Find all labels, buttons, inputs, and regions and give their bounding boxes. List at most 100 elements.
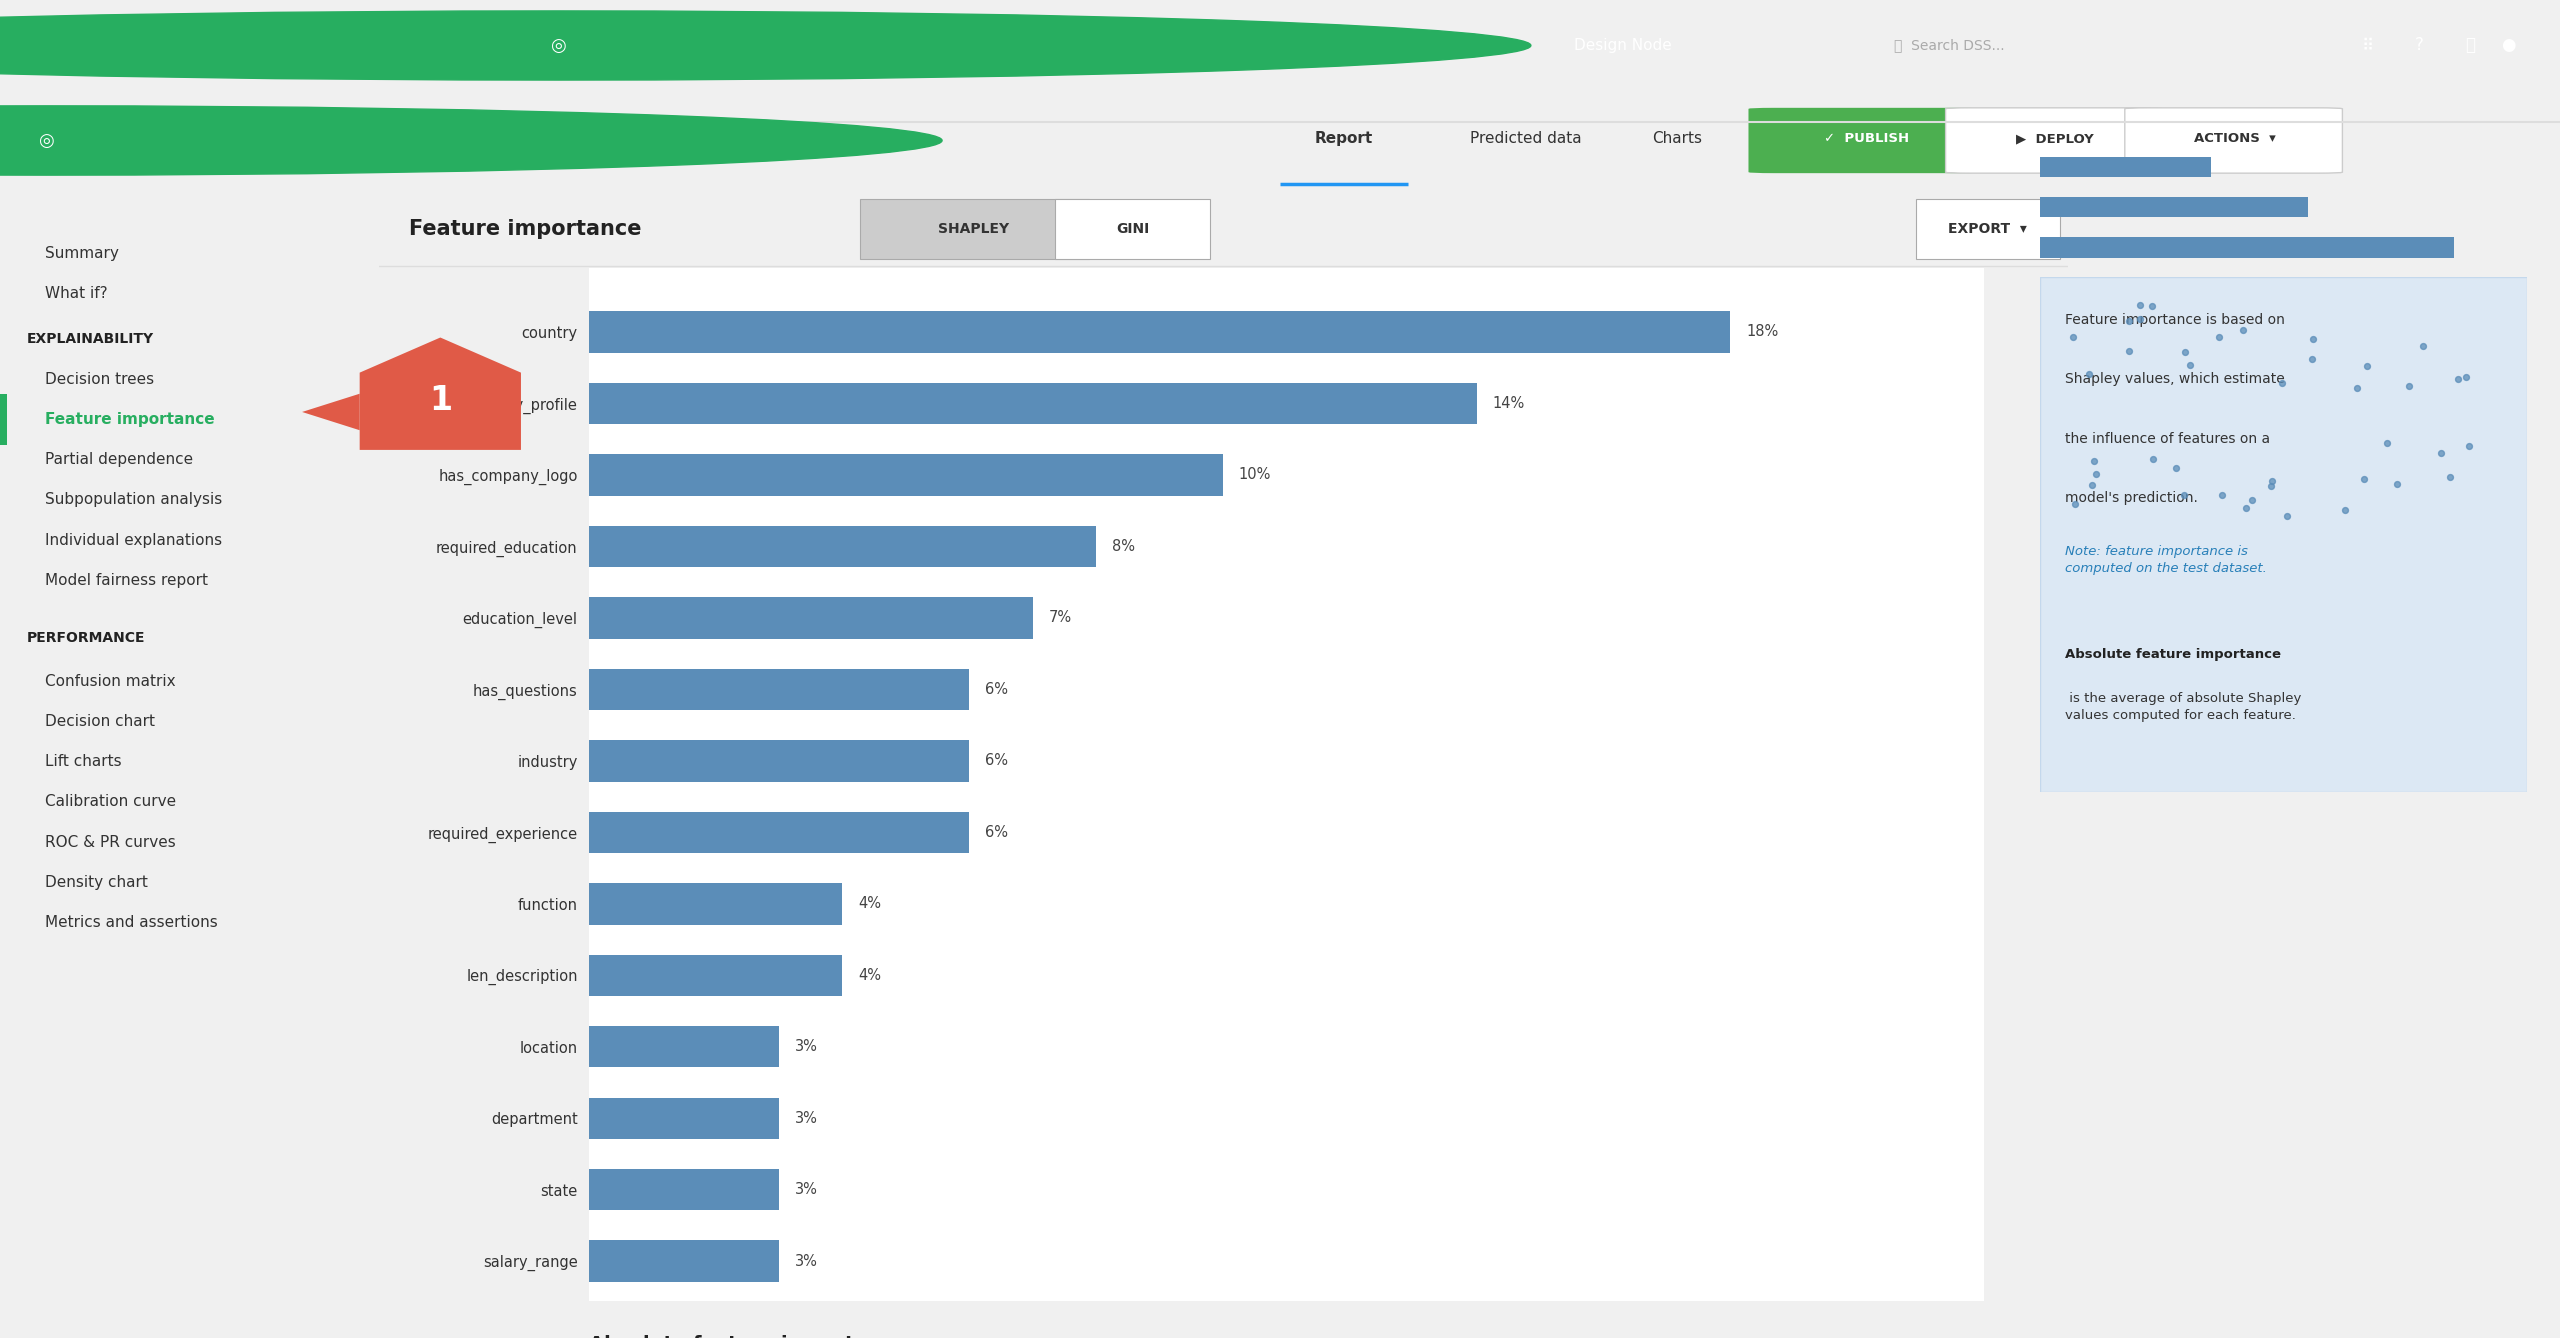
Point [2053,326,2094,348]
Text: Note: feature importance is
computed on the test dataset.: Note: feature importance is computed on … [2066,545,2266,575]
Text: ▶  DEPLOY: ▶ DEPLOY [2015,132,2094,145]
Point [2166,341,2207,363]
FancyBboxPatch shape [2125,108,2342,173]
FancyBboxPatch shape [1946,108,2163,173]
Text: 14%: 14% [1492,396,1526,411]
Text: 6%: 6% [986,682,1009,697]
Text: Predicted data: Predicted data [1469,131,1582,146]
Point [2324,499,2365,520]
Bar [589,740,970,781]
Bar [589,383,1477,424]
Text: 3%: 3% [796,1183,817,1198]
Text: Metrics and assertions: Metrics and assertions [46,915,218,930]
Text: 18%: 18% [1746,324,1779,340]
Point [2068,364,2109,385]
Text: is the average of absolute Shapley
values computed for each feature.: is the average of absolute Shapley value… [2066,692,2301,721]
FancyBboxPatch shape [2040,277,2527,792]
Text: Absolute feature importance: Absolute feature importance [2066,648,2281,661]
FancyBboxPatch shape [1917,198,2061,260]
Text: 8%: 8% [1111,539,1134,554]
Circle shape [0,11,1531,80]
Point [2437,369,2478,391]
Point [2202,484,2243,506]
Text: ▲  Machine Learning Quick Start: ▲ Machine Learning Quick Start [46,36,348,55]
Text: ✓  PUBLISH: ✓ PUBLISH [1823,132,1910,145]
Text: Visual Analyses: Visual Analyses [1062,36,1190,55]
Point [2163,484,2204,506]
Bar [589,883,842,925]
Text: What if?: What if? [46,286,108,301]
Point [2074,450,2115,471]
Text: Individual explanations: Individual explanations [46,533,223,547]
FancyBboxPatch shape [1748,108,1984,173]
Bar [589,312,1731,353]
Polygon shape [358,337,522,450]
FancyBboxPatch shape [1055,198,1211,260]
Bar [589,669,970,710]
Point [2388,376,2429,397]
Text: the influence of features on a: the influence of features on a [2066,431,2271,446]
Text: Charts: Charts [1651,131,1702,146]
Point [2132,448,2173,470]
Point [2132,296,2173,317]
Text: ⤢: ⤢ [2465,36,2476,55]
Text: model's prediction.: model's prediction. [2066,491,2196,504]
Text: Subpopulation analysis: Subpopulation analysis [46,492,223,507]
Point [2222,320,2263,341]
Point [2120,294,2161,316]
Bar [589,812,970,854]
Text: Shapley values, which estimate: Shapley values, which estimate [2066,372,2284,387]
Point [2250,475,2291,496]
Text: Lift charts: Lift charts [46,755,123,769]
Text: Feature importance is based on: Feature importance is based on [2066,313,2284,326]
Bar [589,954,842,995]
Text: ?: ? [2414,36,2424,55]
Point [2342,468,2383,490]
Text: 1: 1 [428,384,453,417]
FancyBboxPatch shape [860,198,1088,260]
Point [2348,355,2388,376]
Text: Partial dependence: Partial dependence [46,452,195,467]
Text: SHAPLEY: SHAPLEY [937,222,1009,235]
Point [2056,492,2097,514]
FancyBboxPatch shape [0,395,8,444]
Point [2076,463,2117,484]
Text: Decision chart: Decision chart [46,714,156,729]
Point [2294,328,2335,349]
Bar [589,597,1032,638]
Point [2419,442,2460,463]
Text: ACTIONS  ▾: ACTIONS ▾ [2194,132,2276,145]
Point [2109,310,2150,332]
Text: Model fairness report: Model fairness report [46,573,207,587]
Text: 6%: 6% [986,824,1009,840]
Text: ◎: ◎ [550,36,566,55]
Bar [589,1026,778,1068]
Text: 10%: 10% [1239,467,1272,483]
Point [2445,365,2486,387]
Polygon shape [302,393,358,431]
Point [2250,471,2291,492]
Point [2120,308,2161,329]
Point [2260,372,2301,393]
Point [2447,436,2488,458]
Text: EXPORT  ▾: EXPORT ▾ [1948,222,2028,235]
Point [2232,490,2273,511]
Point [2171,353,2212,375]
Text: Absolute feature importance: Absolute feature importance [589,1335,906,1338]
Text: Report: Report [1316,131,1372,146]
Bar [589,454,1224,495]
Text: ROC & PR curves: ROC & PR curves [46,835,177,850]
Bar [2040,158,2212,178]
Text: Feature importance: Feature importance [46,412,215,427]
Text: Calibration curve: Calibration curve [46,795,177,809]
Point [2376,474,2417,495]
Point [2071,475,2112,496]
Point [2291,348,2332,369]
Text: GINI: GINI [1116,222,1149,235]
Text: EXPLAINABILITY: EXPLAINABILITY [26,332,154,347]
Text: Confusion matrix: Confusion matrix [46,674,177,689]
Text: Density chart: Density chart [46,875,148,890]
Bar [589,1169,778,1211]
Text: Summary: Summary [46,246,120,261]
Text: ●: ● [2501,36,2516,55]
